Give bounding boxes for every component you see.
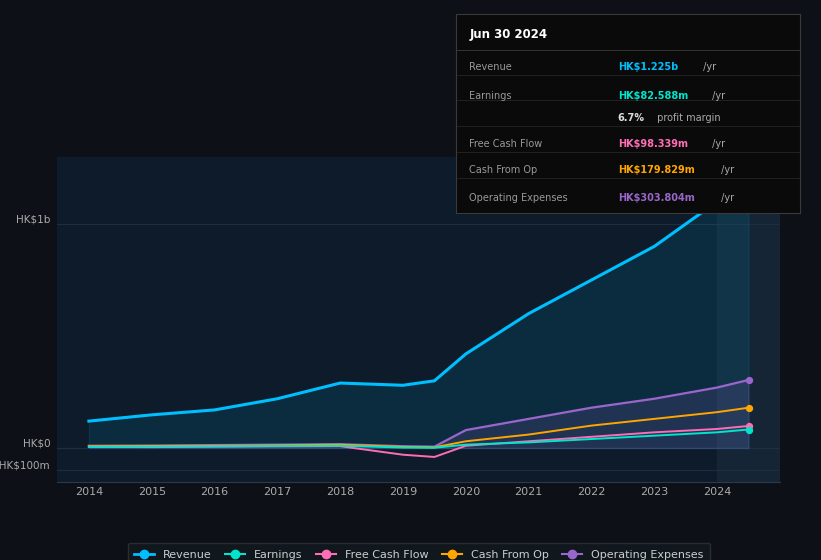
Text: /yr: /yr xyxy=(709,139,725,150)
Text: profit margin: profit margin xyxy=(654,113,721,123)
Point xyxy=(742,169,755,178)
Text: /yr: /yr xyxy=(699,62,716,72)
Text: HK$303.804m: HK$303.804m xyxy=(617,193,695,203)
Text: /yr: /yr xyxy=(718,193,734,203)
Text: Operating Expenses: Operating Expenses xyxy=(470,193,568,203)
Text: 6.7%: 6.7% xyxy=(617,113,644,123)
Point xyxy=(742,425,755,434)
Text: Free Cash Flow: Free Cash Flow xyxy=(470,139,543,150)
Text: /yr: /yr xyxy=(709,91,725,101)
Text: Earnings: Earnings xyxy=(470,91,512,101)
Text: HK$1b: HK$1b xyxy=(16,214,50,224)
Text: Jun 30 2024: Jun 30 2024 xyxy=(470,28,548,41)
Text: Revenue: Revenue xyxy=(470,62,512,72)
Point xyxy=(742,375,755,384)
Text: HK$82.588m: HK$82.588m xyxy=(617,91,688,101)
Point xyxy=(742,422,755,431)
Bar xyxy=(717,157,792,482)
Text: /yr: /yr xyxy=(718,165,734,175)
Text: Cash From Op: Cash From Op xyxy=(470,165,538,175)
Text: HK$0: HK$0 xyxy=(23,438,50,448)
Point xyxy=(742,403,755,412)
Text: HK$98.339m: HK$98.339m xyxy=(617,139,688,150)
Text: HK$179.829m: HK$179.829m xyxy=(617,165,695,175)
Legend: Revenue, Earnings, Free Cash Flow, Cash From Op, Operating Expenses: Revenue, Earnings, Free Cash Flow, Cash … xyxy=(127,543,710,560)
Text: HK$1.225b: HK$1.225b xyxy=(617,62,678,72)
Text: -HK$100m: -HK$100m xyxy=(0,460,50,470)
